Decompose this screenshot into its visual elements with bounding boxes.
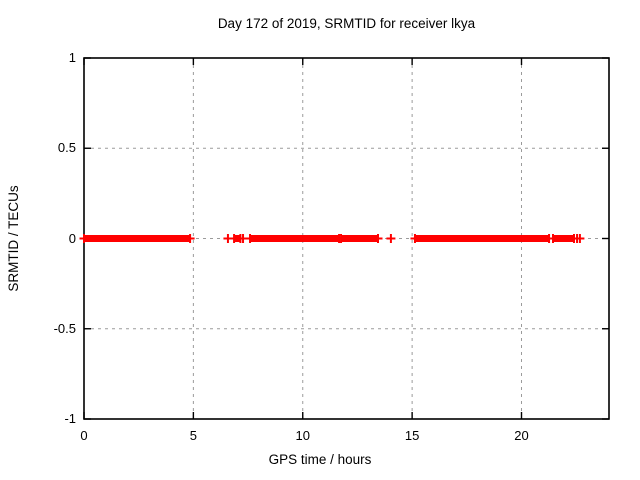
y-tick-label: -0.5 xyxy=(53,320,76,336)
x-tick-label: 15 xyxy=(404,428,420,443)
y-tick-label: -1 xyxy=(64,411,76,426)
chart-title: Day 172 of 2019, SRMTID for receiver lky… xyxy=(217,16,476,31)
y-tick-label: 0.5 xyxy=(57,140,76,156)
y-tick-label: 1 xyxy=(68,50,76,65)
x-tick-label: 10 xyxy=(295,428,310,443)
x-tick-label: 20 xyxy=(514,428,529,443)
y-tick-label: 0 xyxy=(68,230,76,246)
x-axis-label: GPS time / hours xyxy=(268,452,372,467)
x-tick-label: 5 xyxy=(189,428,197,443)
x-tick-label: 0 xyxy=(80,428,88,443)
